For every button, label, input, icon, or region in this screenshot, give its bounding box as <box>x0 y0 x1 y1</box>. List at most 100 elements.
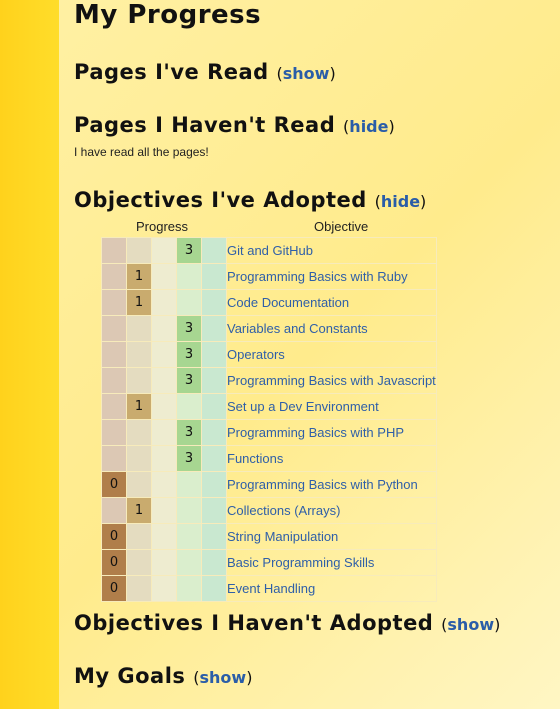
progress-cell-level-3: 3 <box>176 237 202 264</box>
pages-read-toggle-link[interactable]: show <box>282 64 330 83</box>
progress-cell-level-2 <box>151 445 177 472</box>
objective-row: 3 Git and GitHub <box>101 237 437 264</box>
objective-row: 3 Functions <box>101 445 437 472</box>
progress-cell-level-2 <box>151 549 177 576</box>
objective-link[interactable]: Code Documentation <box>227 295 350 310</box>
objective-name-cell: Programming Basics with PHP <box>226 419 437 446</box>
progress-cell-level-4 <box>201 289 227 316</box>
progress-cell-level-3 <box>176 523 202 550</box>
progress-cell-level-4 <box>201 263 227 290</box>
progress-cell-level-0 <box>101 315 127 342</box>
progress-cell-level-2 <box>151 523 177 550</box>
objective-link[interactable]: Git and GitHub <box>227 243 313 258</box>
progress-cell-level-3 <box>176 471 202 498</box>
progress-cell-level-4 <box>201 497 227 524</box>
objective-link[interactable]: Programming Basics with PHP <box>227 425 404 440</box>
progress-cell-level-1 <box>126 445 152 472</box>
pages-read-toggle-wrap: (show) <box>276 64 336 83</box>
objective-link[interactable]: Basic Programming Skills <box>227 555 375 570</box>
objective-row: 3 Programming Basics with Javascript <box>101 367 437 394</box>
progress-cell-level-3 <box>176 393 202 420</box>
progress-cell-level-4 <box>201 549 227 576</box>
column-header-objective: Objective <box>314 219 369 234</box>
left-sidebar-strip <box>0 0 59 709</box>
objective-link[interactable]: Programming Basics with Javascript <box>227 373 436 388</box>
progress-cell-level-4 <box>201 575 227 602</box>
progress-cell-level-3: 3 <box>176 315 202 342</box>
objective-row: 0 Event Handling <box>101 575 437 602</box>
progress-cell-level-1 <box>126 315 152 342</box>
objective-row: 1 Code Documentation <box>101 289 437 316</box>
progress-cell-level-2 <box>151 497 177 524</box>
objective-name-cell: Programming Basics with Ruby <box>226 263 437 290</box>
progress-cell-level-4 <box>201 341 227 368</box>
progress-cell-level-4 <box>201 419 227 446</box>
progress-cell-level-1: 1 <box>126 263 152 290</box>
objective-link[interactable]: Set up a Dev Environment <box>227 399 379 414</box>
progress-cell-level-0 <box>101 497 127 524</box>
goals-toggle-link[interactable]: show <box>199 668 247 687</box>
section-pages-not-read: Pages I Haven't Read (hide) <box>74 113 395 137</box>
section-pages-read: Pages I've Read (show) <box>74 60 336 84</box>
objective-link[interactable]: Programming Basics with Ruby <box>227 269 408 284</box>
page-title: My Progress <box>74 0 262 30</box>
objectives-not-adopted-toggle-wrap: (show) <box>441 615 501 634</box>
objective-link[interactable]: Functions <box>227 451 284 466</box>
progress-cell-level-2 <box>151 263 177 290</box>
progress-cell-level-4 <box>201 393 227 420</box>
progress-cell-level-2 <box>151 419 177 446</box>
objective-name-cell: Programming Basics with Javascript <box>226 367 437 394</box>
progress-cell-level-4 <box>201 315 227 342</box>
objective-row: 1 Programming Basics with Ruby <box>101 263 437 290</box>
progress-cell-level-4 <box>201 237 227 264</box>
objective-row: 0 Programming Basics with Python <box>101 471 437 498</box>
progress-cell-level-4 <box>201 367 227 394</box>
progress-cell-level-0: 0 <box>101 549 127 576</box>
progress-cell-level-0 <box>101 289 127 316</box>
objective-link[interactable]: Event Handling <box>227 581 316 596</box>
objective-link[interactable]: Collections (Arrays) <box>227 503 341 518</box>
progress-cell-level-2 <box>151 289 177 316</box>
progress-cell-level-1: 1 <box>126 289 152 316</box>
progress-cell-level-3 <box>176 263 202 290</box>
progress-cell-level-2 <box>151 367 177 394</box>
progress-cell-level-2 <box>151 341 177 368</box>
objective-row: 1 Collections (Arrays) <box>101 497 437 524</box>
progress-cell-level-1 <box>126 367 152 394</box>
progress-cell-level-0 <box>101 393 127 420</box>
objective-row: 0 Basic Programming Skills <box>101 549 437 576</box>
progress-cell-level-0: 0 <box>101 471 127 498</box>
objective-name-cell: Basic Programming Skills <box>226 549 437 576</box>
objectives-adopted-toggle-link[interactable]: hide <box>380 192 421 211</box>
progress-cell-level-0 <box>101 341 127 368</box>
pages-not-read-toggle-link[interactable]: hide <box>349 117 389 136</box>
progress-cell-level-1 <box>126 341 152 368</box>
objective-row: 0 String Manipulation <box>101 523 437 550</box>
progress-cell-level-2 <box>151 237 177 264</box>
objective-link[interactable]: Programming Basics with Python <box>227 477 418 492</box>
progress-cell-level-3: 3 <box>176 367 202 394</box>
progress-cell-level-0 <box>101 237 127 264</box>
progress-cell-level-2 <box>151 575 177 602</box>
objectives-not-adopted-toggle-link[interactable]: show <box>447 615 495 634</box>
progress-cell-level-1 <box>126 523 152 550</box>
progress-cell-level-3: 3 <box>176 341 202 368</box>
objective-link[interactable]: String Manipulation <box>227 529 339 544</box>
section-objectives-adopted: Objectives I've Adopted (hide) <box>74 188 426 212</box>
objective-link[interactable]: Operators <box>227 347 285 362</box>
progress-cell-level-3 <box>176 549 202 576</box>
objective-name-cell: Variables and Constants <box>226 315 437 342</box>
objective-link[interactable]: Variables and Constants <box>227 321 368 336</box>
progress-cell-level-1 <box>126 471 152 498</box>
progress-cell-level-3: 3 <box>176 419 202 446</box>
objectives-table: 3 Git and GitHub 1 Programming Basics with … <box>101 237 437 602</box>
all-pages-read-note: I have read all the pages! <box>74 145 209 159</box>
objective-name-cell: Programming Basics with Python <box>226 471 437 498</box>
progress-cell-level-2 <box>151 393 177 420</box>
objectives-adopted-toggle-wrap: (hide) <box>374 192 427 211</box>
progress-cell-level-3 <box>176 575 202 602</box>
objective-name-cell: Set up a Dev Environment <box>226 393 437 420</box>
progress-cell-level-3 <box>176 289 202 316</box>
progress-cell-level-0: 0 <box>101 523 127 550</box>
section-pages-not-read-title: Pages I Haven't Read <box>74 113 336 137</box>
